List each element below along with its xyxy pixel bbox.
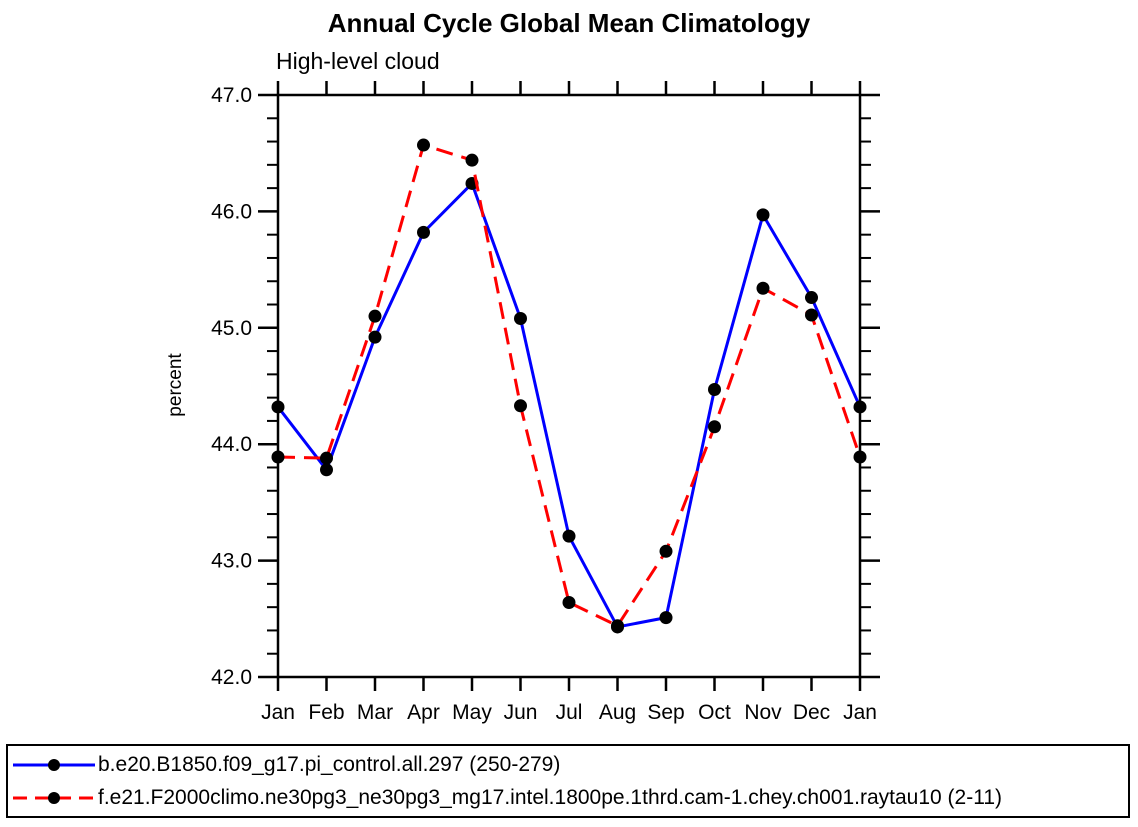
- legend-item-series-2: f.e21.F2000climo.ne30pg3_ne30pg3_mg17.in…: [10, 783, 1128, 813]
- legend-label-series-1: b.e20.B1850.f09_g17.pi_control.all.297 (…: [98, 753, 561, 776]
- series-1-marker: [514, 311, 527, 325]
- legend-item-series-1: b.e20.B1850.f09_g17.pi_control.all.297 (…: [10, 750, 1128, 780]
- series-1-marker: [805, 291, 818, 305]
- series-line-1: [276, 181, 862, 629]
- x-tick-label: May: [452, 701, 492, 724]
- legend-line-sample-blue-solid: [13, 758, 95, 771]
- series-2-marker: [708, 420, 721, 434]
- x-tick-label: Dec: [793, 701, 830, 724]
- series-2-marker: [611, 619, 624, 633]
- series-1-marker: [271, 400, 285, 414]
- series-2-marker: [320, 451, 333, 465]
- series-2-marker: [271, 450, 285, 464]
- x-tick-label: Nov: [744, 701, 782, 724]
- chart-title: Annual Cycle Global Mean Climatology: [327, 8, 811, 38]
- series-line-2: [277, 143, 862, 628]
- legend-sample-marker-icon: [48, 791, 60, 804]
- x-tick-label: Feb: [308, 701, 344, 724]
- series-2-marker: [514, 399, 527, 413]
- x-tick-label: Mar: [357, 701, 393, 724]
- y-tick-label: 42.0: [211, 666, 252, 689]
- x-tick-label: Jul: [556, 701, 583, 724]
- series-1-marker: [853, 400, 867, 414]
- x-tick-label: Jan: [261, 701, 295, 724]
- legend-line-sample-red-dashed: [13, 791, 95, 804]
- series-2-marker: [368, 309, 382, 323]
- series-2-marker: [417, 138, 430, 152]
- y-tick-label: 47.0: [211, 84, 252, 107]
- x-tick-label: Jan: [843, 701, 877, 724]
- y-tick-label: 46.0: [211, 200, 252, 223]
- y-tick-label: 43.0: [211, 550, 252, 573]
- series-1-marker: [659, 611, 673, 625]
- x-tick-label: Sep: [647, 701, 684, 724]
- x-tick-label: Apr: [407, 701, 440, 724]
- series-2-marker: [562, 596, 576, 610]
- series-2-marker: [756, 281, 770, 295]
- series-1-marker: [562, 529, 576, 543]
- plot-box: [276, 93, 862, 679]
- y-tick-label: 44.0: [211, 433, 252, 456]
- series-2-marker: [805, 308, 818, 322]
- x-tick-label: Aug: [599, 701, 636, 724]
- series-1-marker: [320, 463, 333, 477]
- series-2-marker: [659, 544, 673, 558]
- legend-sample-marker-icon: [48, 758, 60, 771]
- legend-label-series-2: f.e21.F2000climo.ne30pg3_ne30pg3_mg17.in…: [98, 786, 1003, 809]
- legend-box: b.e20.B1850.f09_g17.pi_control.all.297 (…: [6, 744, 1130, 818]
- y-tick-label: 45.0: [211, 317, 252, 340]
- series-1-marker: [417, 225, 430, 239]
- chart-subtitle: High-level cloud: [276, 48, 440, 74]
- series-1-marker: [708, 382, 721, 396]
- series-2-marker: [465, 153, 479, 167]
- x-tick-label: Oct: [698, 701, 731, 724]
- series-1-marker: [756, 208, 770, 222]
- x-tick-label: Jun: [504, 701, 538, 724]
- series-2-marker: [853, 450, 867, 464]
- series-1-marker: [368, 330, 382, 344]
